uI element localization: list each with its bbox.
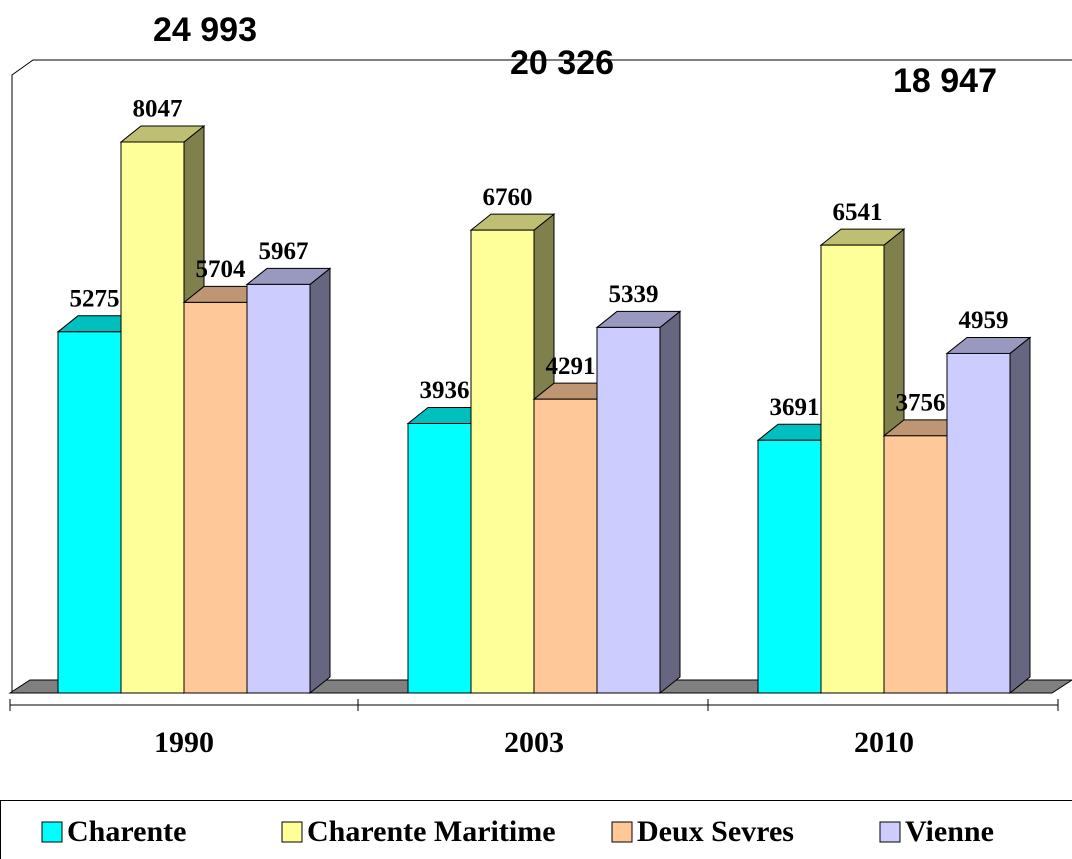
value-label: 3936 [420,377,470,404]
bar [246,283,311,694]
x-tick-label: 2010 [854,726,914,759]
value-label: 5704 [196,256,247,283]
value-label: 3756 [896,390,946,417]
legend-label: Charente [67,815,186,848]
bar [470,229,535,694]
legend-label: Vienne [905,815,994,848]
bar-side [309,267,331,695]
total-label: 20 326 [510,44,614,82]
x-tick-label: 2003 [504,726,564,759]
bar [407,422,472,694]
bar [820,244,885,694]
bar [883,435,948,694]
back-wall [11,59,1072,693]
value-label: 6541 [833,199,883,226]
total-label: 24 993 [153,11,257,49]
total-label: 18 947 [893,62,997,100]
bar [757,439,822,694]
value-label: 8047 [133,96,183,123]
value-label: 5275 [70,286,120,313]
legend-label: Charente Maritime [307,815,556,848]
value-label: 4959 [959,307,1009,334]
legend-swatch [281,821,303,843]
bar [596,326,661,694]
value-label: 4291 [546,353,596,380]
bar-side [659,310,681,695]
legend-swatch [41,821,63,843]
legend-swatch [611,821,633,843]
bar [183,301,248,694]
value-label: 5339 [609,281,659,308]
bar [946,352,1011,694]
bar [533,398,598,694]
bar-side [1009,336,1031,695]
legend-swatch [879,821,901,843]
bar [57,331,122,694]
value-label: 3691 [770,394,820,421]
value-label: 5967 [259,238,309,265]
legend-label: Deux Sevres [637,815,794,848]
x-tick-label: 1990 [154,726,214,759]
bar [120,141,185,694]
value-label: 6760 [483,184,533,211]
